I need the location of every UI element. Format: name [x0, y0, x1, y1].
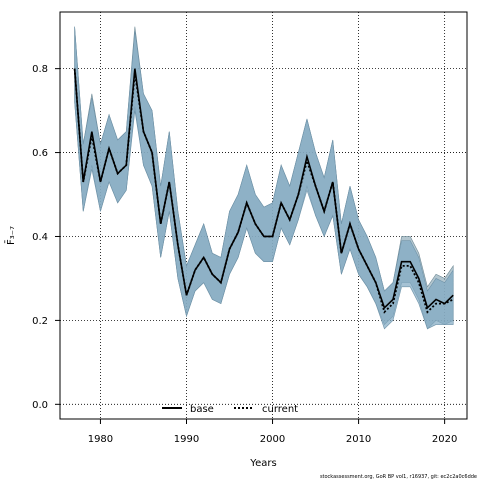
x-axis-ticks: 1980 1990 2000 2010 2020 — [88, 419, 457, 445]
x-tick-label-0: 1980 — [88, 434, 113, 445]
y-tick-label-1: 0.2 — [32, 316, 48, 327]
y-tick-label-3: 0.6 — [32, 148, 48, 159]
y-tick-label-0: 0.0 — [32, 400, 48, 411]
x-axis-label: Years — [249, 458, 276, 469]
confidence-bands — [74, 26, 454, 330]
y-tick-label-2: 0.4 — [32, 232, 48, 243]
y-axis-label: F̄₃₋₇ — [4, 226, 17, 245]
footnote: stockassessment.org, GoR BP vol1, r16937… — [320, 474, 477, 480]
legend-label-base: base — [190, 404, 214, 415]
x-tick-label-1: 1990 — [174, 434, 199, 445]
y-axis-ticks: 0.0 0.2 0.4 0.6 0.8 — [32, 64, 60, 411]
x-tick-label-3: 2010 — [346, 434, 371, 445]
x-tick-label-2: 2000 — [260, 434, 285, 445]
legend: base current — [162, 404, 298, 415]
plot-frame — [59, 11, 468, 420]
y-tick-label-4: 0.8 — [32, 64, 48, 75]
series-lines — [73, 68, 454, 314]
grid — [60, 12, 467, 419]
band-current — [74, 26, 454, 330]
x-tick-label-4: 2020 — [432, 434, 457, 445]
series-line-base — [73, 68, 454, 310]
legend-label-current: current — [262, 404, 298, 415]
series-line-current — [73, 68, 454, 314]
